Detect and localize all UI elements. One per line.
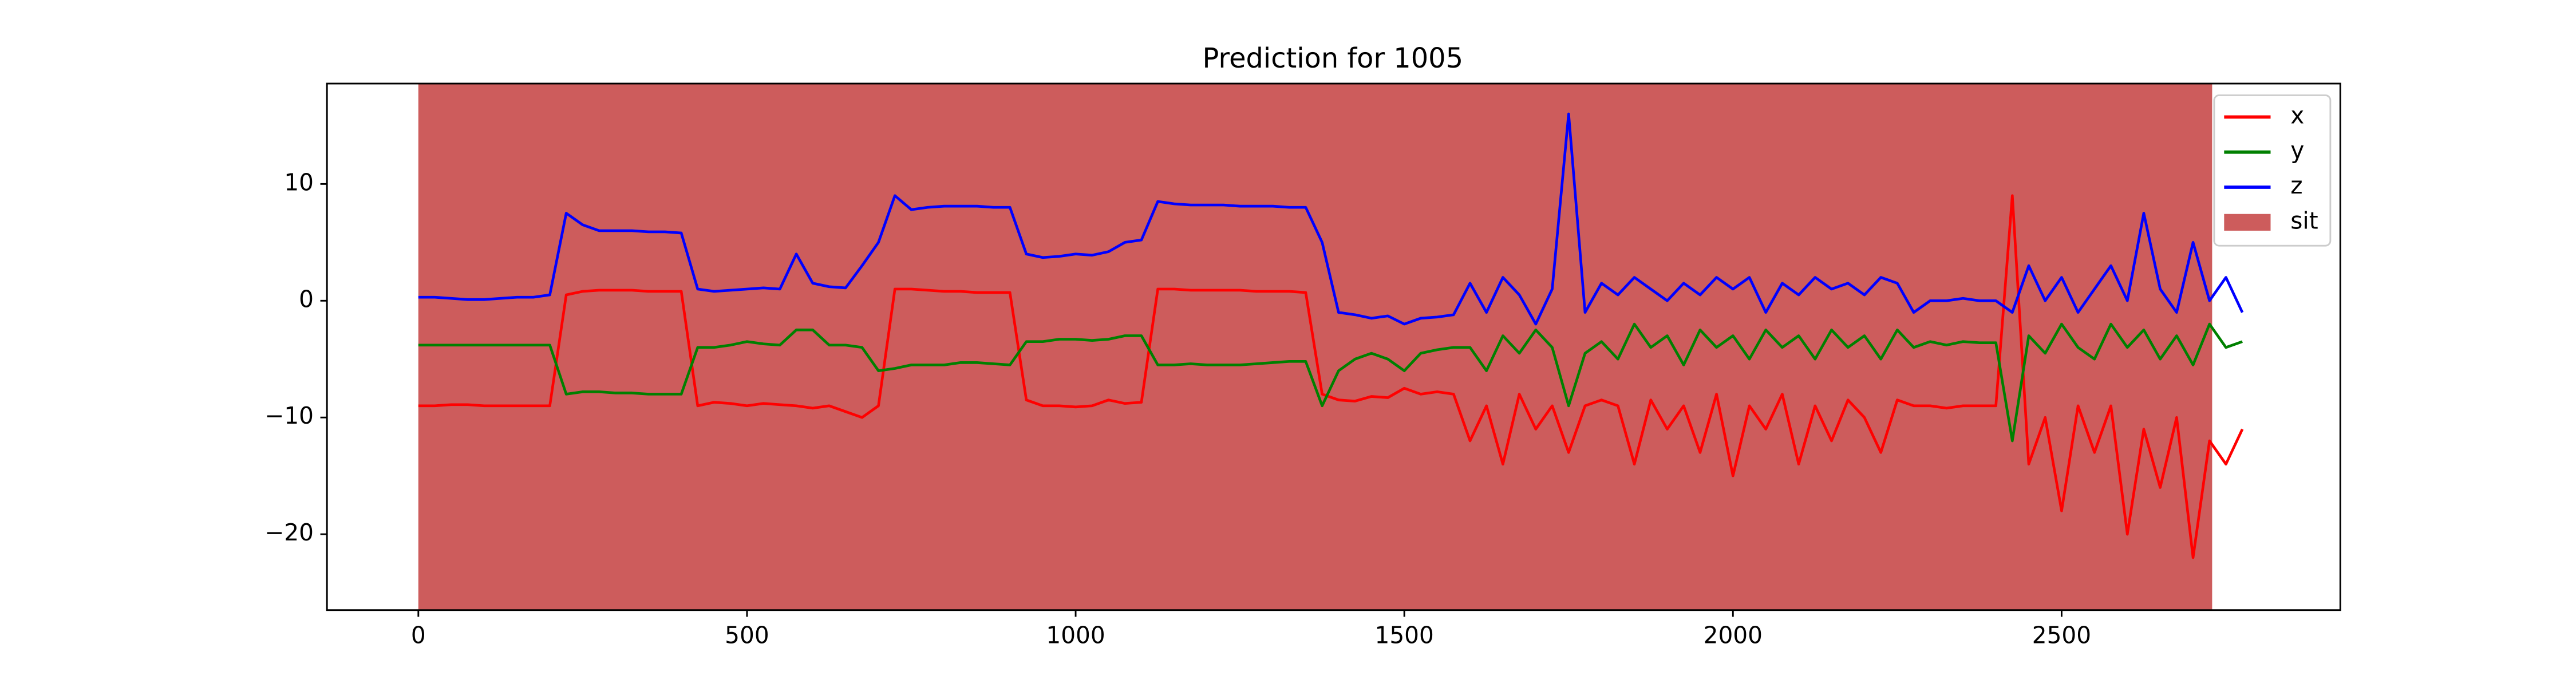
plot-frame	[326, 82, 2341, 611]
legend-label: x	[2290, 101, 2304, 129]
legend: xyz sit	[2213, 94, 2332, 247]
series-line	[418, 194, 2244, 559]
series-line	[418, 322, 2243, 443]
x-tick-label: 0	[411, 621, 426, 649]
y-tick-label: 10	[284, 168, 314, 196]
series-line	[418, 112, 2244, 326]
y-tick-label: 0	[299, 285, 314, 313]
x-tick-label: 1000	[1046, 621, 1105, 649]
x-tick-label: 1500	[1375, 621, 1434, 649]
legend-box	[2213, 94, 2332, 247]
x-tick-label: 500	[725, 621, 769, 649]
legend-label: y	[2290, 137, 2304, 164]
legend-label: z	[2290, 172, 2302, 199]
chart-title: Prediction for 1005	[1203, 42, 1464, 74]
x-tick-label: 2000	[1704, 621, 1763, 649]
y-tick-label: −10	[264, 402, 314, 429]
legend-label: sit	[2290, 207, 2318, 234]
y-tick-label: −20	[264, 519, 314, 546]
legend-swatch	[2224, 214, 2271, 231]
x-tick-label: 2500	[2032, 621, 2091, 649]
